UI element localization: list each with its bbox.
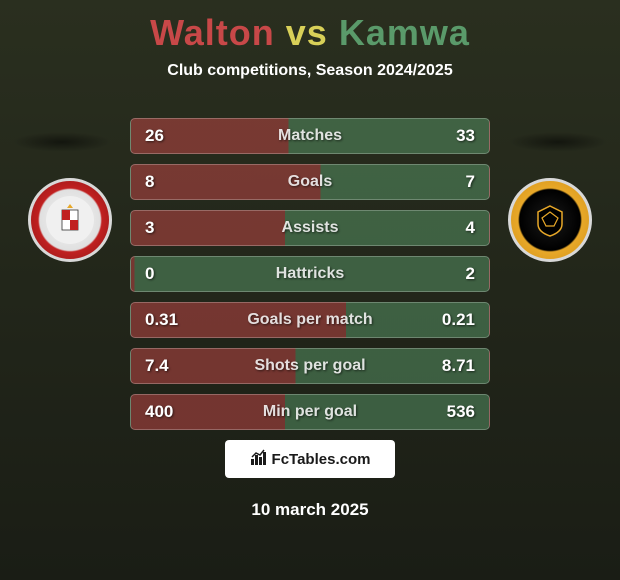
stat-value-left: 8 <box>145 172 154 192</box>
stats-container: 26 Matches 33 8 Goals 7 3 Assists 4 0 Hattricks 2 0.… <box>130 118 490 440</box>
stat-row: 0 Hattricks 2 <box>130 256 490 292</box>
stat-row: 3 Assists 4 <box>130 210 490 246</box>
stat-row: 26 Matches 33 <box>130 118 490 154</box>
stat-value-right: 0.21 <box>442 310 475 330</box>
vs-text: vs <box>286 12 328 53</box>
shadow-left <box>12 132 112 152</box>
stat-value-right: 4 <box>466 218 475 238</box>
stat-label: Shots per goal <box>254 357 365 375</box>
club-badge-right <box>508 178 592 262</box>
date-text: 10 march 2025 <box>251 500 368 520</box>
stat-label: Goals per match <box>247 311 372 329</box>
crest-icon <box>528 198 572 242</box>
stat-label: Min per goal <box>263 403 357 421</box>
player2-name: Kamwa <box>339 12 470 53</box>
subtitle: Club competitions, Season 2024/2025 <box>0 62 620 80</box>
stat-row: 7.4 Shots per goal 8.71 <box>130 348 490 384</box>
chart-icon <box>250 448 268 470</box>
shadow-right <box>508 132 608 152</box>
branding-box: FcTables.com <box>225 440 395 478</box>
stat-value-left: 0 <box>145 264 154 284</box>
comparison-title: Walton vs Kamwa <box>0 0 620 54</box>
club-badge-right-inner <box>528 198 572 242</box>
stat-label: Assists <box>282 219 339 237</box>
stat-value-right: 7 <box>466 172 475 192</box>
stat-value-right: 2 <box>466 264 475 284</box>
stat-value-right: 33 <box>456 126 475 146</box>
player1-name: Walton <box>150 12 275 53</box>
stat-label: Hattricks <box>276 265 344 283</box>
stat-value-left: 7.4 <box>145 356 169 376</box>
stat-value-left: 0.31 <box>145 310 178 330</box>
stat-row: 400 Min per goal 536 <box>130 394 490 430</box>
crest-icon <box>50 200 90 240</box>
stat-value-left: 3 <box>145 218 154 238</box>
branding-text: FcTables.com <box>272 451 371 468</box>
stat-value-right: 8.71 <box>442 356 475 376</box>
stat-value-right: 536 <box>447 402 475 422</box>
stat-value-left: 400 <box>145 402 173 422</box>
club-badge-left-inner <box>46 196 94 244</box>
club-badge-left <box>28 178 112 262</box>
stat-value-left: 26 <box>145 126 164 146</box>
stat-label: Matches <box>278 127 342 145</box>
stat-row: 8 Goals 7 <box>130 164 490 200</box>
stat-row: 0.31 Goals per match 0.21 <box>130 302 490 338</box>
stat-label: Goals <box>288 173 332 191</box>
